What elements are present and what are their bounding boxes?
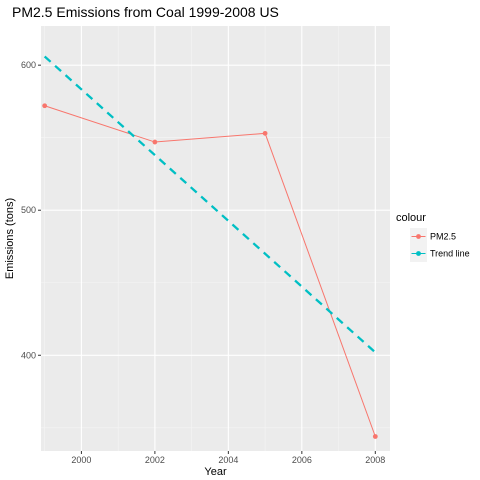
plot-panel — [41, 26, 390, 451]
series-layer — [42, 55, 378, 439]
chart-title: PM2.5 Emissions from Coal 1999-2008 US — [12, 4, 279, 20]
grid-major — [41, 26, 390, 451]
y-axis-title: Emissions (tons) — [4, 198, 16, 279]
data-point-pm2-5 — [262, 130, 268, 136]
y-tick-label: 400 — [21, 350, 36, 360]
x-tick-label: 2006 — [292, 455, 312, 465]
x-tick-label: 2002 — [145, 455, 165, 465]
y-tick-label: 500 — [21, 205, 36, 215]
x-tick-label: 2004 — [218, 455, 238, 465]
legend: colour PM2.5 Trend line — [396, 212, 470, 262]
x-tick-label: 2008 — [365, 455, 385, 465]
data-point-pm2-5 — [42, 103, 48, 109]
y-tick-label: 600 — [21, 60, 36, 70]
grid-minor — [41, 26, 390, 451]
legend-label-trend-line: Trend line — [430, 249, 470, 259]
x-axis-title: Year — [204, 466, 227, 478]
legend-key-point-trend-line — [416, 251, 421, 256]
data-point-pm2-5 — [372, 434, 378, 439]
legend-key-point-pm2-5 — [416, 234, 421, 239]
data-point-pm2-5 — [152, 139, 158, 145]
series-line-trend-line — [43, 55, 377, 354]
y-axis: 400 500 600 — [21, 60, 41, 360]
x-tick-label: 2000 — [71, 455, 91, 465]
legend-label-pm2-5: PM2.5 — [430, 232, 456, 242]
series-line-pm2-5 — [44, 105, 376, 437]
legend-title: colour — [396, 212, 426, 224]
x-axis: 2000 2002 2004 2006 2008 — [71, 451, 385, 465]
